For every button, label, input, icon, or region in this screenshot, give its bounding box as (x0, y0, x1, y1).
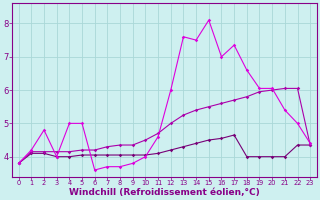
X-axis label: Windchill (Refroidissement éolien,°C): Windchill (Refroidissement éolien,°C) (69, 188, 260, 197)
